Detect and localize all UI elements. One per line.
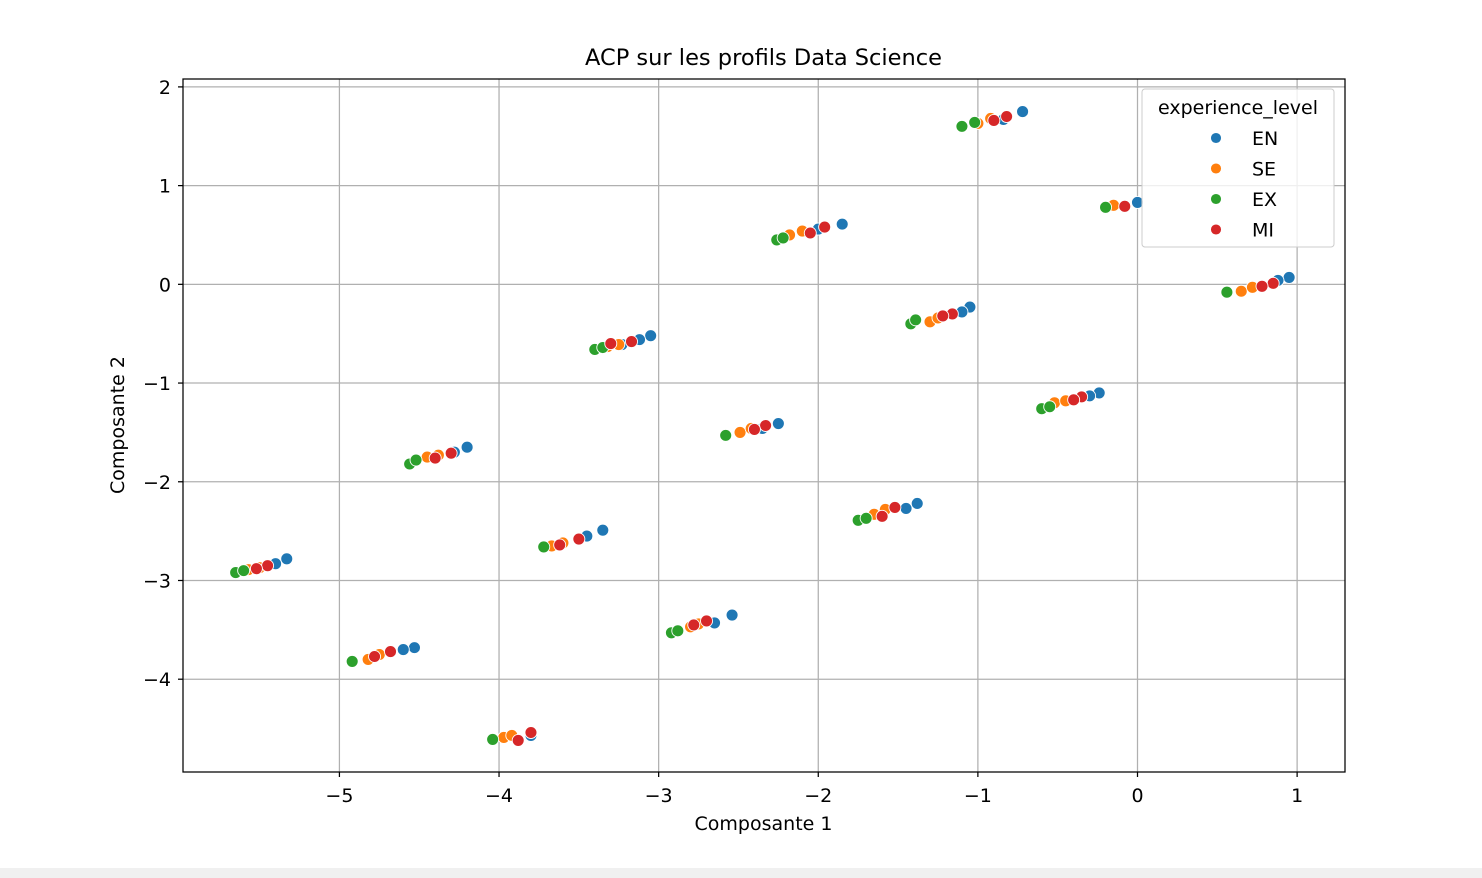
- data-point-en: [835, 217, 849, 231]
- data-point-en: [644, 329, 658, 343]
- data-point-ex: [237, 564, 251, 578]
- grid-lines: [183, 79, 1345, 772]
- data-point-mi: [803, 226, 817, 240]
- data-point-se: [733, 425, 747, 439]
- data-point-mi: [511, 733, 525, 747]
- y-axis-label: Composante 2: [107, 356, 129, 494]
- data-point-mi: [1067, 393, 1081, 407]
- data-point-mi: [875, 509, 889, 523]
- data-point-en: [910, 497, 924, 510]
- data-point-mi: [384, 645, 397, 659]
- data-point-mi: [888, 500, 902, 514]
- data-point-mi: [1118, 199, 1132, 213]
- data-point-ex: [859, 511, 873, 525]
- x-axis-label: Composante 1: [695, 813, 833, 835]
- data-point-en: [771, 417, 785, 430]
- x-tick-label: −2: [804, 785, 832, 807]
- y-tick-label: 2: [159, 77, 171, 99]
- data-point-mi: [1266, 276, 1280, 290]
- legend-marker-mi: [1210, 223, 1222, 236]
- data-point-mi: [759, 419, 773, 432]
- data-point-ex: [719, 428, 733, 442]
- data-point-ex: [345, 654, 359, 668]
- data-point-en: [407, 641, 421, 655]
- data-point-en: [1282, 270, 1296, 284]
- x-tick-label: −1: [964, 785, 992, 807]
- legend-marker-ex: [1210, 193, 1222, 205]
- x-tick-label: −4: [485, 785, 513, 807]
- data-point-mi: [625, 335, 638, 349]
- axis-ticks: −5 −4 −3 −2 −1 0 1 2 1 0 −1 −2 −3 −4: [143, 77, 1303, 807]
- data-point-en: [460, 440, 474, 454]
- legend-marker-se: [1210, 162, 1222, 175]
- data-point-mi: [747, 422, 761, 436]
- y-tick-label: −2: [143, 472, 171, 494]
- data-point-en: [899, 501, 913, 515]
- x-tick-label: −5: [325, 785, 353, 807]
- data-points: [229, 105, 1296, 747]
- legend-label-mi: MI: [1252, 220, 1274, 242]
- data-point-mi: [936, 309, 950, 323]
- data-point-ex: [1043, 400, 1057, 414]
- window-bottom-strip: [0, 868, 1482, 878]
- data-point-en: [1016, 105, 1030, 119]
- chart-title: ACP sur les profils Data Science: [585, 45, 942, 71]
- data-point-mi: [444, 446, 458, 460]
- y-tick-label: −3: [143, 570, 171, 592]
- legend-title: experience_level: [1158, 97, 1318, 119]
- y-tick-label: −1: [143, 373, 171, 395]
- data-point-mi: [368, 650, 381, 663]
- data-point-ex: [776, 231, 790, 245]
- data-point-mi: [687, 618, 701, 632]
- data-point-ex: [537, 540, 551, 554]
- data-point-en: [725, 608, 739, 622]
- data-point-mi: [572, 532, 586, 546]
- x-tick-label: 0: [1131, 785, 1143, 807]
- data-point-ex: [968, 115, 982, 129]
- legend-box: [1141, 88, 1335, 248]
- data-point-mi: [1255, 279, 1269, 293]
- data-point-ex: [409, 453, 423, 467]
- data-point-ex: [1220, 285, 1234, 299]
- legend-marker-en: [1210, 132, 1222, 144]
- data-point-mi: [700, 614, 713, 628]
- y-tick-label: −4: [143, 669, 171, 691]
- data-point-ex: [955, 119, 969, 133]
- legend-label-en: EN: [1252, 128, 1278, 150]
- x-tick-label: 1: [1291, 785, 1303, 807]
- data-point-mi: [524, 726, 538, 739]
- y-tick-label: 1: [159, 176, 171, 198]
- legend-label-se: SE: [1252, 159, 1276, 181]
- data-point-mi: [818, 220, 832, 234]
- data-point-ex: [671, 624, 685, 638]
- data-point-en: [596, 523, 610, 537]
- data-point-mi: [604, 337, 618, 351]
- data-point-mi: [249, 562, 263, 576]
- data-point-se: [1234, 284, 1248, 298]
- data-point-ex: [486, 732, 500, 746]
- data-point-en: [280, 552, 294, 566]
- x-tick-label: −3: [645, 785, 673, 807]
- data-point-ex: [909, 313, 923, 327]
- data-point-mi: [553, 538, 567, 552]
- y-tick-label: 0: [159, 274, 171, 296]
- legend: experience_level EN SE EX MI: [1141, 88, 1335, 248]
- plot-frame: [182, 78, 1346, 773]
- data-point-ex: [1099, 200, 1113, 214]
- data-point-mi: [428, 451, 442, 465]
- legend-label-ex: EX: [1252, 189, 1277, 211]
- data-point-mi: [987, 114, 1001, 127]
- data-point-en: [396, 643, 410, 657]
- data-point-mi: [1000, 110, 1014, 123]
- data-point-mi: [261, 559, 275, 573]
